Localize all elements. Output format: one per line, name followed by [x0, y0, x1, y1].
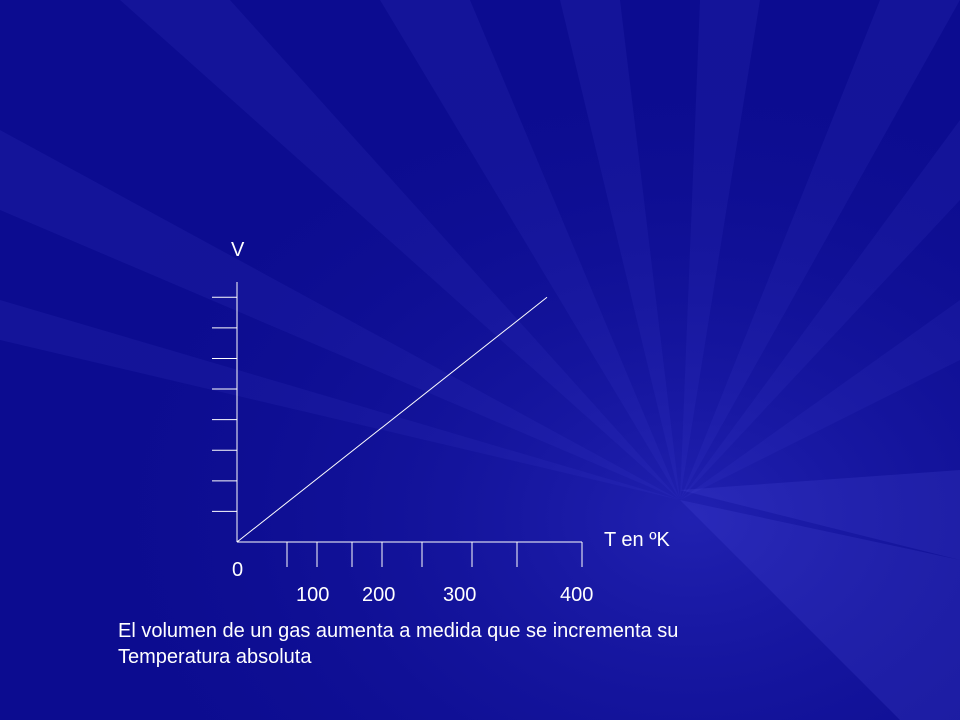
caption-line: Temperatura absoluta — [118, 646, 312, 668]
y-ticks — [212, 296, 237, 512]
x-tick-label: 300 — [443, 584, 477, 606]
x-axis-label: T en ºK — [604, 529, 670, 551]
x-tick-label: 100 — [296, 584, 330, 606]
y-axis-label: V — [231, 239, 245, 261]
x-ticks — [286, 542, 583, 567]
series-lines — [236, 296, 548, 543]
origin-label: 0 — [232, 559, 244, 581]
caption-line: El volumen de un gas aumenta a medida qu… — [118, 620, 679, 642]
x-tick-label: 200 — [362, 584, 396, 606]
series-line — [236, 296, 548, 543]
x-tick-label: 400 — [560, 584, 594, 606]
caption: El volumen de un gas aumenta a medida qu… — [118, 618, 838, 670]
